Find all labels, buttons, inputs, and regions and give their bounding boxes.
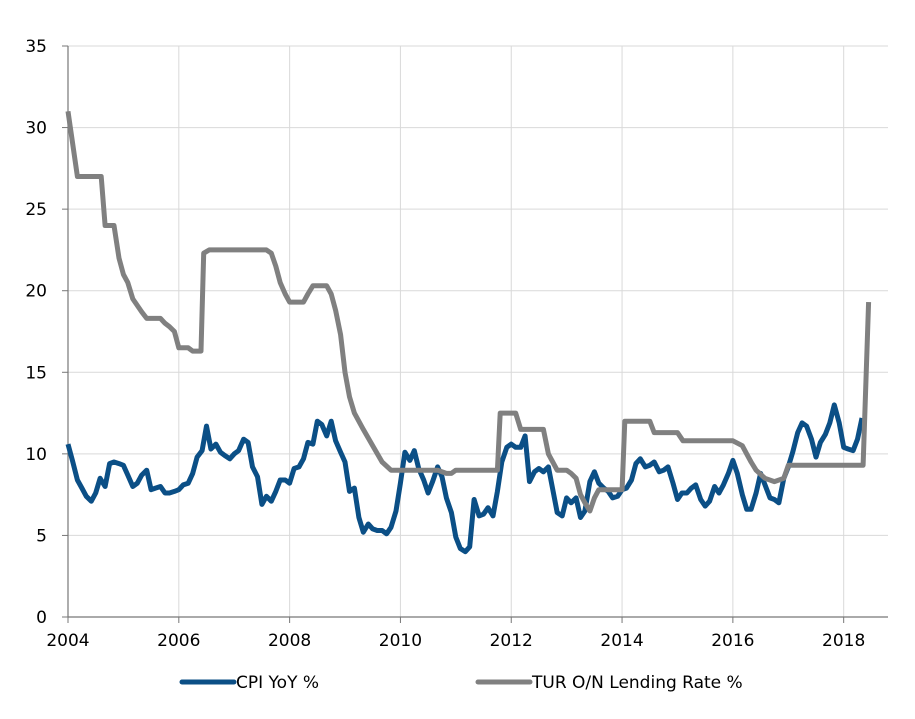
x-tick-label: 2016 — [711, 631, 754, 651]
x-tick-label: 2012 — [490, 631, 533, 651]
legend-cpi-label: CPI YoY % — [236, 673, 319, 693]
y-tick-label: 10 — [25, 445, 47, 465]
legend-tur-label: TUR O/N Lending Rate % — [531, 673, 743, 693]
x-tick-label: 2014 — [600, 631, 643, 651]
x-tick-label: 2010 — [379, 631, 422, 651]
y-tick-label: 25 — [25, 200, 47, 220]
y-tick-label: 20 — [25, 282, 47, 302]
y-tick-label: 15 — [25, 363, 47, 383]
y-tick-label: 0 — [36, 608, 47, 628]
y-tick-label: 35 — [25, 37, 47, 57]
series-line-cpi-yoy — [65, 402, 865, 555]
x-tick-label: 2004 — [46, 631, 89, 651]
axes: 0 5 10 15 20 25 30 35 2004 2006 2008 2010 2012 2014 20… — [25, 37, 888, 651]
legend: CPI YoY % TUR O/N Lending Rate % — [179, 673, 743, 693]
y-tick-label: 30 — [25, 119, 47, 139]
x-tick-label: 2008 — [268, 631, 311, 651]
x-tick-label: 2018 — [822, 631, 865, 651]
x-tick-label: 2006 — [157, 631, 200, 651]
series-lines — [65, 110, 872, 555]
series-line-tur-lending-rate — [65, 110, 872, 514]
y-tick-label: 5 — [36, 526, 47, 546]
grid-lines — [68, 45, 888, 617]
